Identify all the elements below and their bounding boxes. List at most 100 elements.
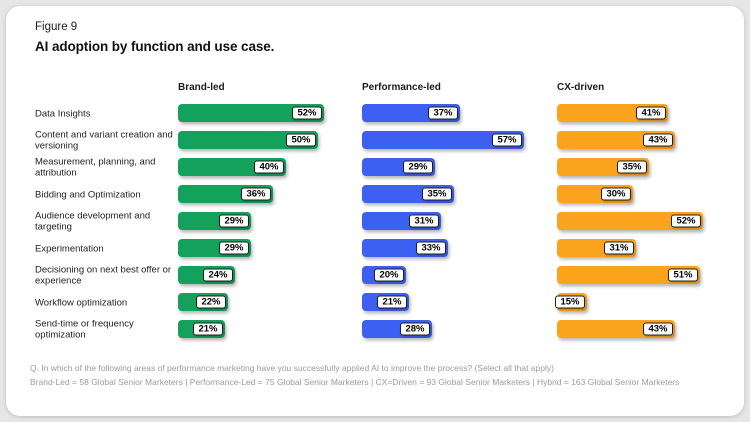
value-label: 29% [219,241,249,255]
bar-cell-cx-driven: 35% [557,158,737,177]
bar: 22% [178,293,228,311]
row-label: Bidding and Optimization [35,188,141,200]
bar-cell-brand-led: 22% [178,293,362,312]
chart-rows: Data Insights 52% 37% 41% Content and varian… [6,100,744,343]
bar-cell-cx-driven: 43% [557,320,737,339]
value-label: 52% [671,214,701,228]
row-label: Experimentation [35,242,104,254]
value-label: 52% [292,106,322,120]
bar-cell-brand-led: 40% [178,158,362,177]
column-header-brand-led: Brand-led [178,82,225,93]
row-label: Measurement, planning, and attribution [35,156,156,179]
chart-row: Content and variant creation and version… [6,127,744,154]
figure-card: Figure 9 AI adoption by function and use… [6,6,744,416]
bar-cell-cx-driven: 52% [557,212,737,231]
bar: 43% [557,131,675,149]
bar: 52% [557,212,703,230]
value-label: 36% [241,187,271,201]
value-label: 28% [400,322,430,336]
value-label: 50% [286,133,316,147]
value-label: 31% [604,241,634,255]
bar-cell-performance-led: 35% [362,185,557,204]
bar-cell-brand-led: 50% [178,131,362,150]
chart-row: Send-time or frequency optimization 21% 28… [6,316,744,343]
value-label: 31% [409,214,439,228]
footnote-question: Q. In which of the following areas of pe… [30,363,554,373]
value-label: 29% [219,214,249,228]
bar-cell-brand-led: 29% [178,212,362,231]
bar-cell-cx-driven: 30% [557,185,737,204]
bar-cell-cx-driven: 31% [557,239,737,258]
value-label: 35% [422,187,452,201]
row-label: Content and variant creation and version… [35,129,173,152]
bar-cell-performance-led: 37% [362,104,557,123]
bar: 31% [557,239,636,257]
value-label: 20% [374,268,404,282]
value-label: 57% [492,133,522,147]
bar: 33% [362,239,448,257]
bar: 15% [555,293,587,311]
bar: 28% [362,320,432,338]
chart-title: AI adoption by function and use case. [35,39,275,54]
bar-cell-brand-led: 21% [178,320,362,339]
value-label: 43% [643,133,673,147]
column-header-performance-led: Performance-led [362,82,441,93]
chart-row: Workflow optimization 22% 21% 15% [6,289,744,316]
bar: 40% [178,158,286,176]
bar: 24% [178,266,235,284]
bar: 36% [178,185,273,203]
value-label: 43% [643,322,673,336]
value-label: 15% [555,295,585,309]
bar: 21% [178,320,225,338]
bar-cell-performance-led: 31% [362,212,557,231]
bar-cell-cx-driven: 41% [557,104,737,123]
bar-cell-performance-led: 21% [362,293,557,312]
bar: 21% [362,293,409,311]
bar-cell-brand-led: 24% [178,266,362,285]
footnote: Q. In which of the following areas of pe… [30,361,730,389]
footnote-sample: Brand-Led = 58 Global Senior Marketers |… [30,377,680,387]
value-label: 51% [668,268,698,282]
column-header-cx-driven: CX-driven [557,82,605,93]
bar: 51% [557,266,700,284]
value-label: 33% [416,241,446,255]
bar-cell-brand-led: 52% [178,104,362,123]
bar-cell-cx-driven: 15% [555,293,737,312]
chart-row: Bidding and Optimization 36% 35% 30% [6,181,744,208]
chart-row: Audience development and targeting 29% 31%… [6,208,744,235]
bar: 29% [362,158,435,176]
bar: 57% [362,131,524,149]
row-label: Data Insights [35,107,91,119]
bar: 31% [362,212,441,230]
bar-cell-performance-led: 28% [362,320,557,339]
bar-cell-performance-led: 29% [362,158,557,177]
chart-row: Decisioning on next best offer or experi… [6,262,744,289]
value-label: 30% [601,187,631,201]
value-label: 37% [428,106,458,120]
bar: 52% [178,104,324,122]
value-label: 40% [254,160,284,174]
bar: 35% [557,158,649,176]
bar-cell-brand-led: 29% [178,239,362,258]
bar: 43% [557,320,675,338]
bar-cell-performance-led: 20% [362,266,557,285]
bar: 37% [362,104,460,122]
value-label: 29% [403,160,433,174]
bar-cell-performance-led: 57% [362,131,557,150]
bar: 29% [178,239,251,257]
row-label: Audience development and targeting [35,210,151,233]
bar: 20% [362,266,406,284]
value-label: 22% [196,295,226,309]
value-label: 24% [203,268,233,282]
row-label: Decisioning on next best offer or experi… [35,264,172,287]
bar: 29% [178,212,251,230]
value-label: 41% [636,106,666,120]
row-label: Workflow optimization [35,296,128,308]
chart-row: Measurement, planning, and attribution 40… [6,154,744,181]
bar: 30% [557,185,633,203]
figure-label: Figure 9 [35,21,78,33]
value-label: 21% [377,295,407,309]
chart-row: Data Insights 52% 37% 41% [6,100,744,127]
bar-cell-cx-driven: 43% [557,131,737,150]
bar-cell-performance-led: 33% [362,239,557,258]
